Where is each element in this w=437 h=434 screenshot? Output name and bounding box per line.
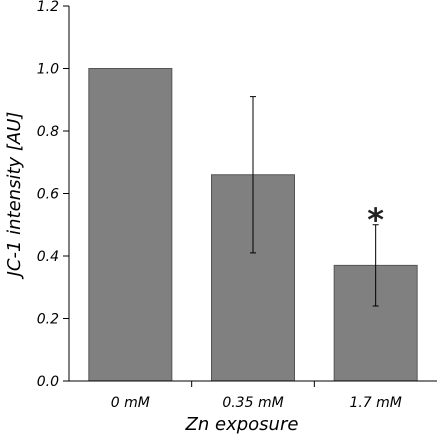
- x-axis-title: Zn exposure: [185, 414, 299, 434]
- x-tick-label-0: 0 mM: [111, 395, 150, 411]
- bar-0: [88, 68, 173, 382]
- annotations-group: *: [367, 201, 384, 239]
- y-tick-label-2: 0.4: [37, 249, 59, 265]
- y-tick-label-5: 1.0: [37, 62, 59, 78]
- tick-labels-group: 0 mM 0.35 mM 1.7 mM 0.0 0.2 0.4 0.6 0.8 1.0 1.2: [37, 0, 402, 411]
- y-tick-label-4: 0.8: [37, 124, 59, 140]
- error-bars-group: [250, 96, 379, 307]
- significance-marker-2: *: [367, 201, 384, 239]
- y-axis-title: JC-1 intensity [AU]: [4, 112, 25, 280]
- y-tick-label-0: 0.0: [37, 374, 59, 390]
- axes-group: [63, 5, 437, 387]
- y-tick-label-3: 0.6: [37, 187, 59, 203]
- x-tick-label-2: 1.7 mM: [349, 395, 401, 411]
- x-tick-label-1: 0.35 mM: [222, 395, 283, 411]
- y-tick-label-1: 0.2: [37, 312, 59, 328]
- y-tick-label-6: 1.2: [37, 0, 59, 15]
